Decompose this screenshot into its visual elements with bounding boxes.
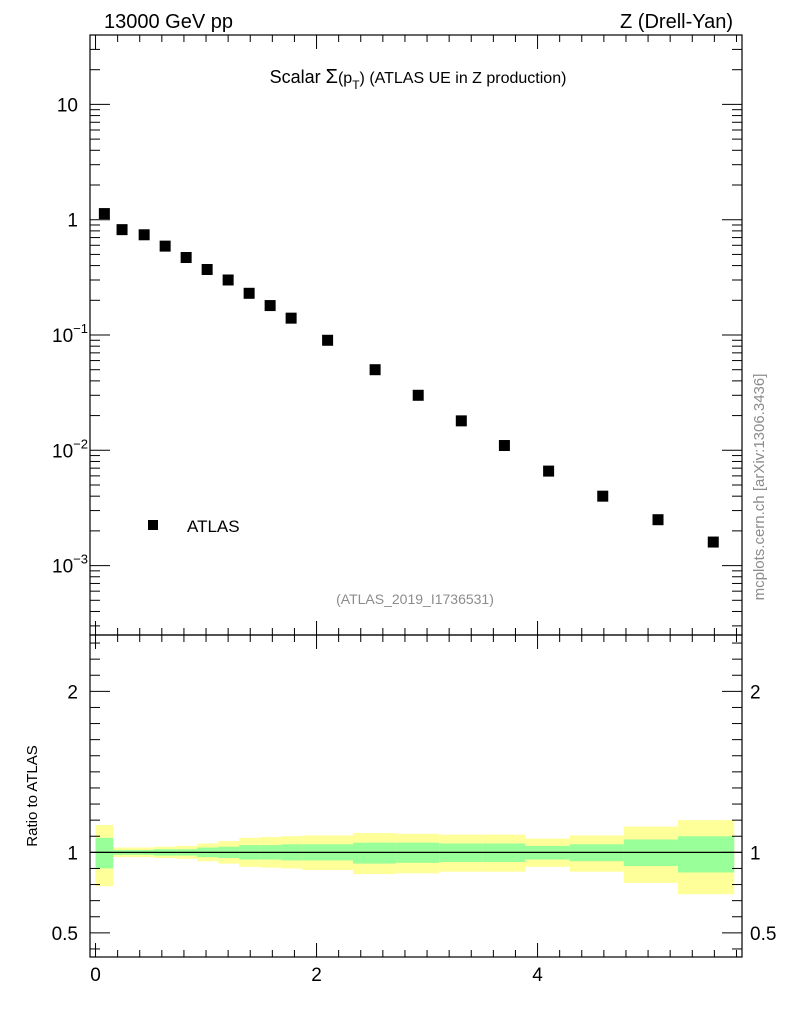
ratio-band-bin [95, 837, 114, 869]
side-credit: mcplots.cern.ch [arXiv:1306.3436] [751, 374, 768, 601]
ratio-y-tick-label-right: 1 [750, 843, 761, 864]
data-points [98, 208, 719, 548]
y-tick-label: 10−2 [52, 436, 88, 462]
main-title-sigma: Σ [326, 66, 338, 88]
data-point [285, 312, 297, 324]
y-tick-label-base: 10 [52, 326, 73, 347]
data-point [412, 389, 424, 401]
data-point [159, 240, 171, 252]
x-tick-label: 2 [311, 965, 322, 986]
main-title-open: (p [338, 70, 352, 87]
y-tick-label-exp: −1 [73, 321, 88, 336]
data-point [455, 415, 467, 427]
ratio-y-tick-label-right: 2 [750, 682, 761, 703]
ratio-x-tick-labels: 0 2 4 [90, 965, 543, 986]
data-point [597, 490, 609, 502]
y-tick-label: 10−3 [52, 552, 88, 578]
ratio-y-tick-label-left: 2 [67, 682, 78, 703]
legend-marker [148, 520, 158, 530]
data-point [116, 224, 128, 236]
main-title: Scalar Σ(pT) (ATLAS UE in Z production) [270, 66, 567, 92]
ratio-y-tick-labels: 0.5 0.5 1 1 2 2 [52, 682, 777, 945]
x-tick-label: 4 [532, 965, 543, 986]
y-tick-label-base: 10 [52, 441, 73, 462]
ratio-axis-ticks [90, 635, 742, 957]
ratio-frame [89, 634, 743, 958]
ratio-y-axis-label: Ratio to ATLAS [24, 745, 41, 846]
analysis-watermark: (ATLAS_2019_I1736531) [336, 591, 494, 607]
y-tick-label: 10−1 [52, 321, 88, 347]
main-title-suffix: (ATLAS UE in Z production) [365, 70, 567, 87]
ratio-panel: 0.5 0.5 1 1 2 2 0 2 4 [52, 634, 777, 986]
data-point [322, 334, 334, 346]
data-point [543, 465, 555, 477]
main-title-prefix: Scalar [270, 67, 326, 87]
ratio-band-bin [353, 842, 397, 864]
data-point [201, 263, 213, 275]
data-point [498, 440, 510, 452]
header-left: 13000 GeV pp [104, 11, 233, 33]
data-point [98, 208, 110, 220]
x-tick-label: 0 [90, 965, 101, 986]
header-right: Z (Drell-Yan) [620, 11, 733, 33]
data-point [707, 536, 719, 548]
data-point [243, 287, 255, 299]
y-tick-label-exp: −2 [73, 436, 88, 451]
data-point [180, 252, 192, 264]
ratio-band-bin [677, 836, 735, 873]
data-point [222, 274, 234, 286]
y-tick-label-base: 10 [52, 557, 73, 578]
y-tick-label-exp: −3 [73, 552, 88, 567]
y-tick-label: 1 [67, 211, 78, 232]
main-title-sub: T [352, 78, 360, 92]
data-point [264, 300, 276, 312]
ratio-y-tick-label-left: 1 [67, 843, 78, 864]
main-axis-ticks [90, 34, 742, 635]
ratio-y-tick-label-right: 0.5 [750, 924, 776, 945]
data-point [138, 229, 150, 241]
data-point [369, 364, 381, 376]
legend-label: ATLAS [187, 517, 240, 536]
y-tick-label: 10 [57, 95, 78, 116]
ratio-y-tick-label-left: 0.5 [52, 924, 78, 945]
data-point [652, 514, 664, 526]
main-title-close: ) [360, 70, 365, 87]
